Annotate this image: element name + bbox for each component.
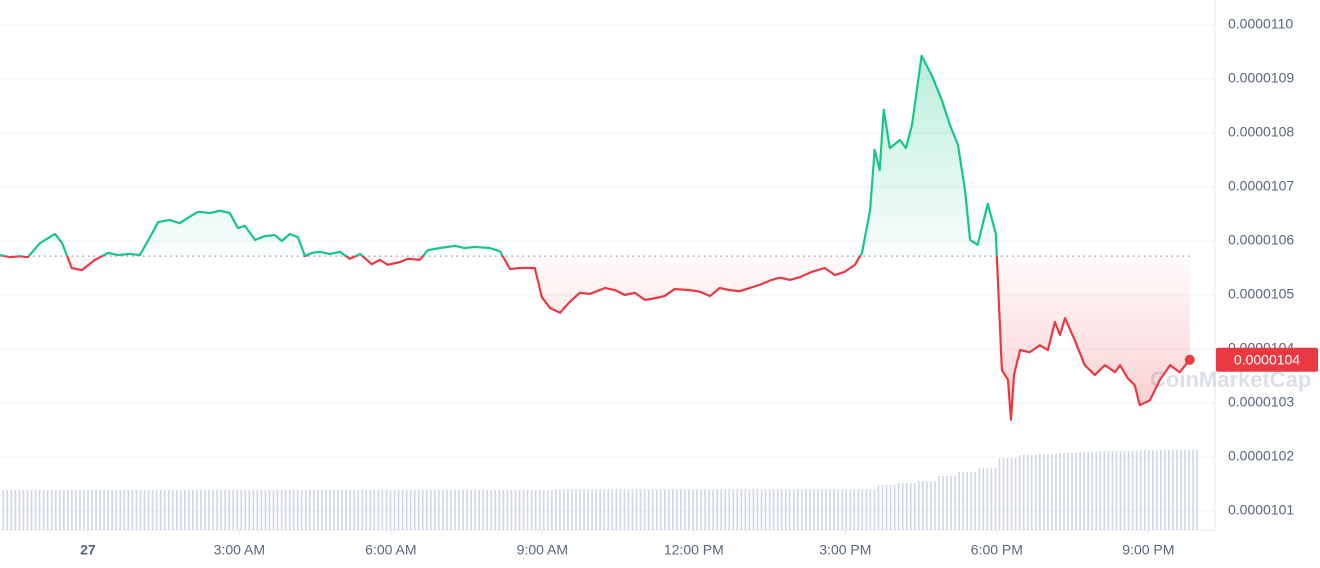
volume-bar <box>413 490 432 530</box>
volume-bar <box>10 490 29 530</box>
volume-bar <box>998 458 1017 530</box>
volume-bar <box>756 489 775 530</box>
volume-bar <box>696 489 714 530</box>
volume-bar <box>817 489 835 530</box>
volume-bar <box>555 489 573 530</box>
volume-bar <box>1079 452 1098 530</box>
volume-bar <box>837 489 856 530</box>
volume-bar <box>333 490 351 530</box>
volume-bar <box>615 489 634 530</box>
volume-bar <box>514 490 533 530</box>
volume-bar <box>292 490 311 530</box>
x-tick-label: 9:00 AM <box>517 542 568 558</box>
volume-bar <box>0 490 9 530</box>
volume-bar <box>776 489 795 530</box>
x-tick-label: 3:00 AM <box>214 542 265 558</box>
volume-bar <box>252 490 271 530</box>
y-tick-label: 0.0000106 <box>1228 232 1294 248</box>
volume-bar <box>1099 451 1118 530</box>
volume-bar <box>71 490 89 530</box>
volume-bar <box>353 490 372 530</box>
volume-bar <box>918 481 936 530</box>
volume-bar <box>1139 450 1158 530</box>
volume-bar <box>534 490 553 530</box>
volume-bar <box>1119 451 1138 530</box>
volume-bar <box>958 472 977 530</box>
volume-bar <box>434 490 452 530</box>
volume-bar <box>313 490 331 530</box>
volume-bar <box>797 489 815 530</box>
volume-bar <box>595 489 614 530</box>
volume-bar <box>474 490 493 530</box>
y-tick-label: 0.0000108 <box>1228 124 1294 140</box>
x-tick-label: 12:00 PM <box>664 542 724 558</box>
volume-bar <box>212 490 230 530</box>
volume-bar <box>393 490 412 530</box>
volume-bar <box>676 489 694 530</box>
y-tick-label: 0.0000102 <box>1228 448 1294 464</box>
volume-bar <box>1039 454 1057 530</box>
volume-bar <box>131 490 150 530</box>
volume-bar <box>373 490 392 530</box>
volume-bar <box>1180 450 1198 530</box>
x-tick-label: 3:00 PM <box>819 542 871 558</box>
price-tag <box>1216 347 1318 372</box>
volume-bar <box>736 489 755 530</box>
y-tick-label: 0.0000101 <box>1228 502 1294 518</box>
x-tick-label: 27 <box>80 542 96 558</box>
volume-bar <box>575 489 593 530</box>
volume-bar <box>1160 450 1178 530</box>
x-tick-label: 6:00 AM <box>365 542 416 558</box>
volume-bar <box>494 490 513 530</box>
volume-bar <box>272 490 291 530</box>
y-tick-label: 0.0000110 <box>1228 16 1293 32</box>
x-tick-label: 9:00 PM <box>1122 542 1174 558</box>
volume-bar <box>192 490 210 530</box>
area <box>0 55 1190 420</box>
volume-bar <box>1018 455 1037 530</box>
volume-bar <box>111 490 130 530</box>
y-tick-label: 0.0000107 <box>1228 178 1294 194</box>
volume-bar <box>171 490 190 530</box>
volume-bar <box>50 490 69 530</box>
volume-bar <box>30 490 49 530</box>
volume-bar <box>454 490 472 530</box>
volume-bar <box>232 490 251 530</box>
volume-bar <box>978 468 997 530</box>
y-tick-label: 0.0000105 <box>1228 286 1294 302</box>
price-line <box>0 54 1191 421</box>
volume-bar <box>151 490 170 530</box>
volume-bar <box>716 489 735 530</box>
volume-bar <box>938 476 956 530</box>
y-tick-label: 0.0000109 <box>1228 70 1294 86</box>
price-tag-label: 0.0000104 <box>1234 351 1300 367</box>
volume-bar <box>1059 453 1077 530</box>
volume-bar <box>897 483 916 530</box>
volume-bar <box>91 490 109 530</box>
last-point <box>1184 354 1195 365</box>
volume-bar <box>857 489 876 530</box>
x-tick-label: 6:00 PM <box>971 542 1023 558</box>
y-tick-label: 0.0000103 <box>1228 394 1294 410</box>
volume-bar <box>635 489 654 530</box>
volume-bar <box>655 489 674 530</box>
volume-bar <box>877 485 896 530</box>
